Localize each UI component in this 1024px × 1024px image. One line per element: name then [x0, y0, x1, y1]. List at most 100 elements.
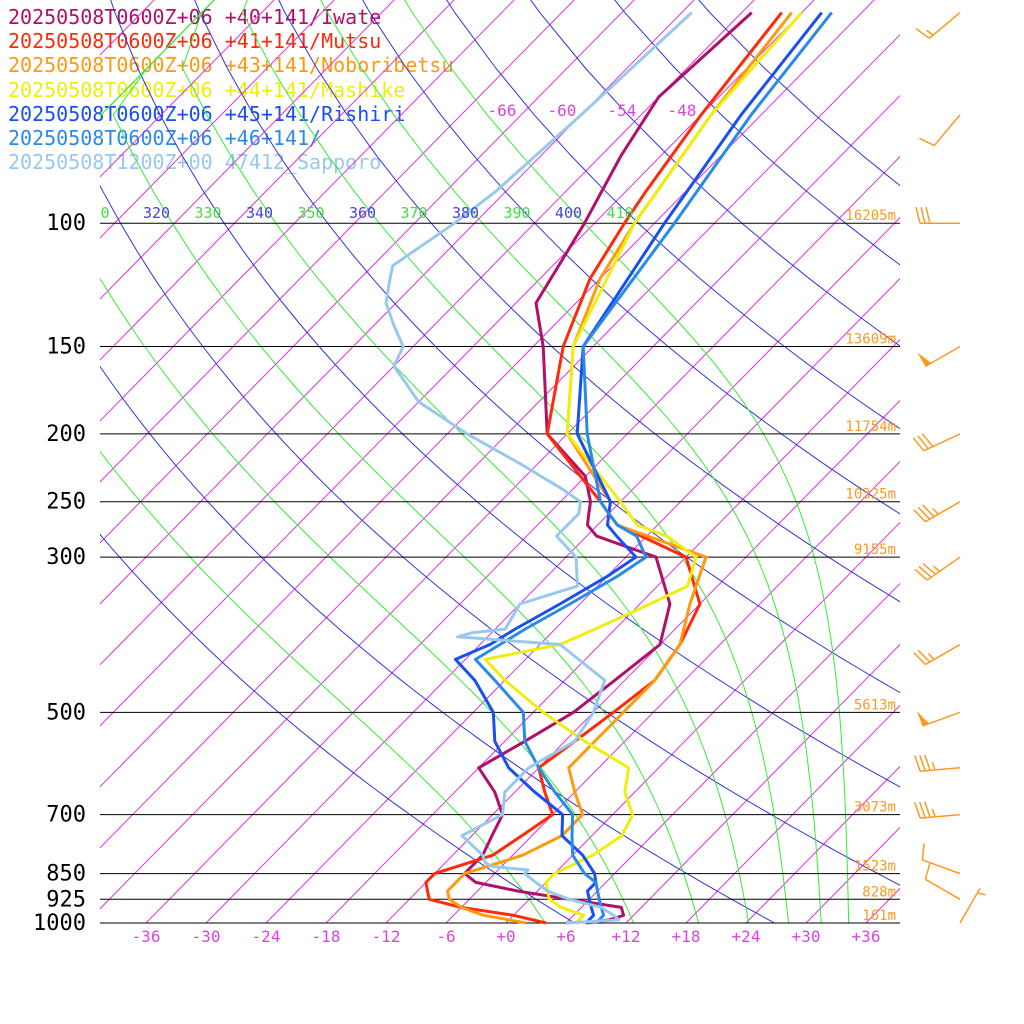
moist-adiabat-line: [100, 0, 546, 924]
wind-barb-flag: [917, 352, 932, 367]
isotherm-line: [100, 0, 755, 666]
wind-barb-feather: [919, 754, 926, 772]
wind-barb: [915, 12, 961, 39]
moist-adiabat-line: [112, 0, 700, 924]
wind-barb-feather: [919, 137, 935, 147]
wind-barb-half-feather: [926, 29, 934, 36]
wind-barb: [959, 887, 986, 924]
wind-barb: [914, 754, 961, 772]
temperature-tick-label: +0: [496, 927, 515, 946]
temperature-profile-line: [446, 11, 793, 925]
temperature-profile-line: [384, 11, 693, 925]
isotherm-line: [805, 826, 900, 924]
moist-adiabat-line: [404, 0, 850, 924]
wind-barb-half-feather: [931, 761, 936, 771]
isotherm-line: [685, 704, 900, 924]
wind-barb-shaft: [920, 767, 961, 772]
pressure-label: 850: [46, 862, 86, 887]
wind-barb-half-feather: [932, 507, 939, 515]
wind-barb: [917, 345, 961, 368]
upper-temperature-label: -48: [668, 101, 697, 120]
legend-entry: 20250508T0600Z+06 +40+141/Iwate: [8, 5, 382, 29]
isotherm-line: [100, 0, 215, 117]
theta-label: 410: [606, 204, 633, 222]
isotherm-line: [0, 0, 88, 923]
theta-label: 360: [349, 204, 376, 222]
wind-barb-shaft: [928, 12, 961, 39]
wind-barb: [921, 843, 961, 875]
wind-barb: [924, 863, 961, 900]
upper-temperature-label: -66: [488, 101, 517, 120]
wind-barb-feather: [914, 802, 921, 819]
theta-label: 320: [143, 204, 170, 222]
wind-barb-flag: [916, 710, 929, 727]
legend-entry: 20250508T0600Z+06 +41+141/Mutsu: [8, 29, 382, 54]
wind-barb-feather: [918, 565, 932, 578]
wind-barb-feather: [914, 755, 921, 772]
wind-barb-feather: [920, 207, 926, 224]
isotherm-line: [986, 0, 1024, 923]
wind-barb: [915, 207, 960, 224]
isotherm-line: [265, 277, 900, 924]
temperature-tick-label: -12: [372, 927, 401, 946]
upper-temperature-label: -54: [608, 101, 637, 120]
wind-barb-feather: [917, 435, 929, 450]
theta-label: 380: [452, 204, 479, 222]
wind-barb-feather: [924, 801, 931, 818]
legend-entry: 20250508T0600Z+06 +45+141/Rishiri: [8, 101, 406, 126]
temperature-profile-line: [424, 11, 783, 925]
theta-label: 390: [503, 204, 530, 222]
wind-barb-shaft: [959, 887, 981, 924]
pressure-label: 250: [46, 490, 86, 515]
height-label: 5613m: [854, 697, 896, 713]
isotherm-line: [100, 0, 695, 605]
wind-barb: [912, 433, 961, 452]
isotherm-line: [385, 399, 900, 924]
dry-adiabat-line: [446, 0, 900, 430]
isotherm-line: [0, 0, 28, 923]
wind-barb-feather: [912, 437, 925, 452]
isotherm-line: [100, 0, 455, 361]
isotherm-line: [100, 0, 575, 483]
wind-barb-feather: [915, 28, 930, 39]
isotherm-line: [625, 643, 900, 924]
wind-barb: [914, 556, 961, 581]
wind-barb-feather: [921, 843, 925, 861]
wind-barb-feather: [924, 754, 931, 771]
theta-label: 0: [100, 204, 109, 222]
dry-adiabat-line: [698, 0, 900, 187]
upper-temperature-label: -60: [548, 101, 577, 120]
isotherm-line: [745, 765, 900, 924]
moist-adiabat-line: [181, 0, 750, 924]
wind-barb-half-feather: [927, 653, 935, 661]
temperature-profile-line: [463, 11, 753, 925]
wind-barbs: [912, 12, 986, 924]
wind-barb-feather: [913, 509, 926, 523]
temperature-tick-label: -18: [312, 927, 341, 946]
temperature-tick-label: +24: [732, 927, 761, 946]
moist-adiabat-lines: [100, 0, 850, 924]
isotherm-line: [100, 0, 515, 422]
wind-barb-feather: [924, 863, 931, 880]
temperature-tick-label: -30: [192, 927, 221, 946]
isotherm-line: [505, 521, 900, 924]
wind-barb-feather: [914, 568, 928, 581]
wind-barb: [913, 501, 961, 523]
isotherm-line: [445, 460, 900, 924]
wind-barb-shaft: [924, 501, 961, 523]
height-label: 10325m: [845, 487, 896, 503]
temperature-profile-line: [453, 11, 823, 925]
isotherm-line: [100, 0, 155, 56]
temperature-profile-line: [473, 11, 833, 925]
wind-barb-shaft: [924, 345, 961, 368]
theta-label: 370: [400, 204, 427, 222]
wind-barb: [919, 114, 961, 147]
legend-entry: 20250508T0600Z+06 +44+141/Mashike: [8, 77, 406, 102]
isotherm-line: [100, 0, 335, 239]
wind-barb-feather: [917, 649, 931, 663]
wind-barb-feather: [919, 801, 926, 818]
height-label: 13609m: [845, 331, 896, 347]
wind-barb-feather: [913, 652, 926, 666]
wind-barb-half-feather: [931, 808, 936, 818]
height-label: 11754m: [845, 419, 896, 435]
